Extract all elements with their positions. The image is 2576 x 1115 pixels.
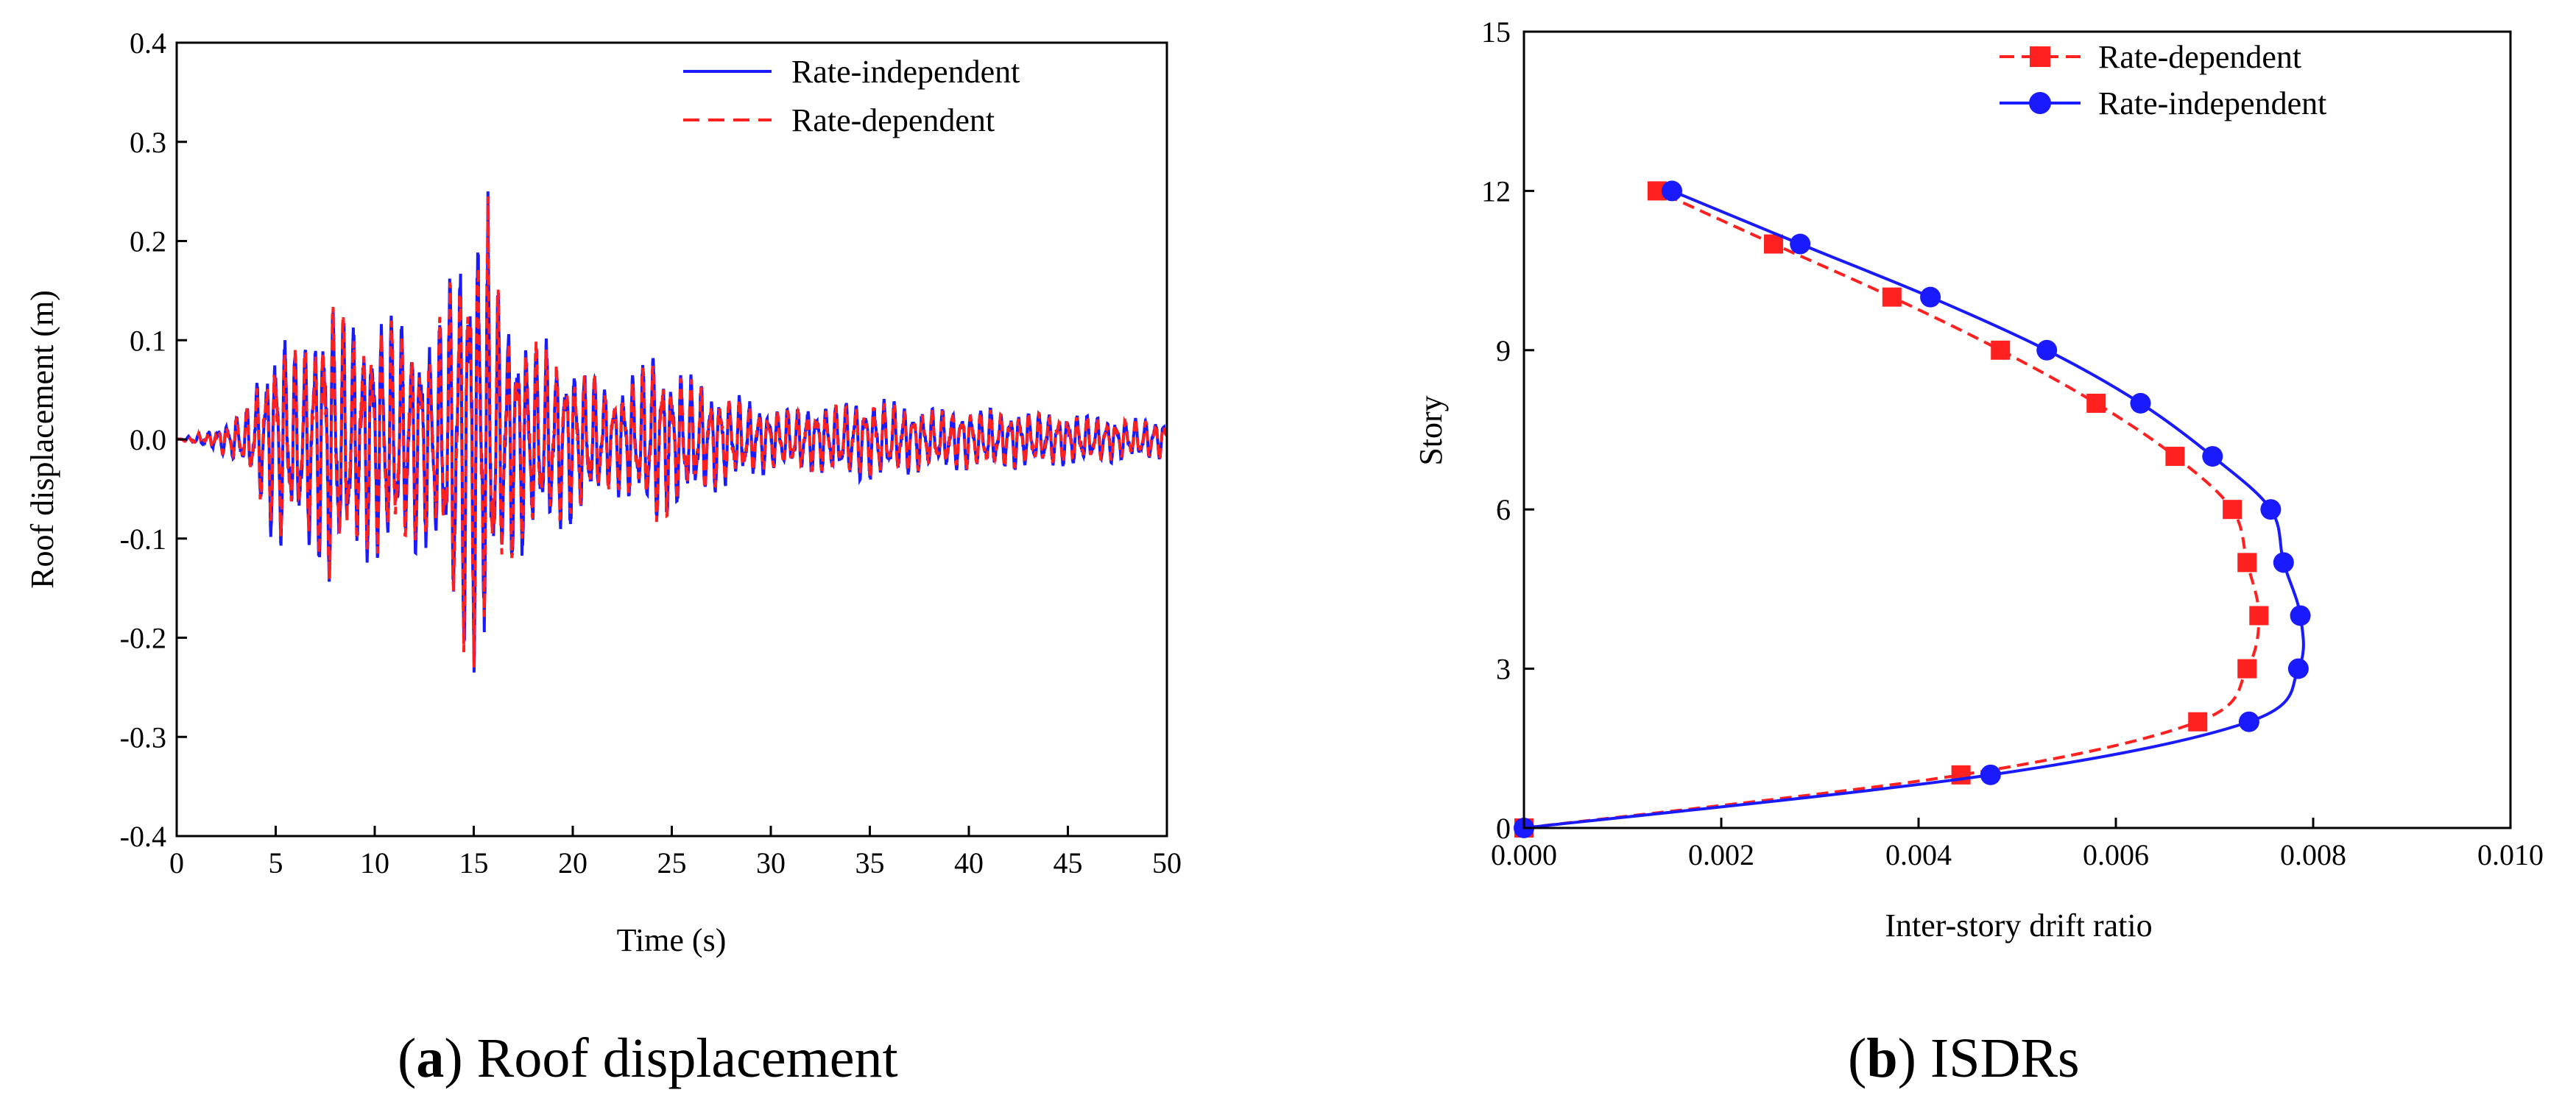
panel-b-series-group (1514, 180, 2311, 838)
panel-b-y-tick-label: 15 (1481, 15, 1511, 49)
panel-a-y-tick-label: 0.3 (130, 126, 166, 159)
panel-a-x-tick-label: 20 (558, 846, 587, 879)
caption-b: (b) ISDRs (1848, 1027, 2080, 1089)
panel-b-point-rate-dependent (1951, 765, 1971, 785)
panel-b-y-tick-label: 3 (1496, 653, 1511, 686)
panel-b-y-tick-label: 0 (1496, 812, 1511, 845)
panel-a-x-tick-label: 10 (360, 846, 389, 879)
panel-b-point-rate-independent (2238, 711, 2259, 732)
panel-b-x-axis-label: Inter-story drift ratio (1885, 907, 2152, 944)
panel-a-y-tick-label: -0.4 (120, 820, 166, 853)
panel-b-legend-marker-rate-independent (2029, 92, 2051, 114)
panel-b-point-rate-dependent (2165, 447, 2185, 467)
panel-a-ticks: 0 5 10 15 20 25 30 35 40 45 50 -0.4 -0.3 -0.2 -0.1 0.0 0… (120, 26, 1182, 879)
panel-a-y-tick-label: 0.0 (130, 423, 166, 456)
panel-a-x-tick-label: 25 (657, 846, 687, 879)
panel-b-point-rate-independent (1920, 286, 1941, 308)
panel-a-x-tick-label: 40 (954, 846, 984, 879)
panel-a-x-tick-label: 15 (459, 846, 489, 879)
panel-a-x-tick-label: 0 (169, 846, 184, 879)
panel-b-plot-frame (1522, 30, 2512, 829)
panel-a-x-tick-label: 5 (269, 846, 283, 879)
panel-a-y-axis-label: Roof displacement (m) (24, 290, 60, 589)
panel-b-point-rate-independent (2290, 605, 2311, 626)
panel-b-point-rate-dependent (1882, 287, 1902, 307)
panel-a-series-line-rate-dependent (177, 196, 1167, 668)
panel-b-y-axis-label: Story (1413, 395, 1449, 465)
panel-b-y-tick-label: 9 (1496, 334, 1511, 367)
panel-b-x-tick-label: 0.004 (1885, 838, 1952, 871)
panel-b-point-rate-dependent (2237, 659, 2257, 679)
caption-b-letter: b (1866, 1027, 1898, 1089)
panel-a-y-tick-label: -0.2 (120, 622, 166, 655)
panel-b-point-rate-dependent (2237, 553, 2257, 573)
panel-b-point-rate-dependent (2223, 500, 2242, 520)
panel-b-point-rate-independent (1980, 764, 2001, 785)
panel-a-plot-frame (175, 41, 1168, 838)
panel-a-y-tick-label: 0.2 (130, 225, 166, 258)
panel-a-x-tick-label: 45 (1054, 846, 1083, 879)
panel-a-legend-label-rate-independent: Rate-independent (791, 54, 1020, 90)
panel-b-series-line-rate-dependent (1523, 189, 2261, 829)
panel-b-point-rate-independent (2260, 499, 2282, 520)
panel-b-point-rate-dependent (1991, 340, 2011, 360)
panel-b-legend-label-rate-dependent: Rate-dependent (2098, 39, 2301, 75)
panel-a-legend: Rate-independent Rate-dependent (683, 54, 1020, 138)
panel-b-x-tick-label: 0.000 (1491, 838, 1557, 871)
panel-b-point-rate-dependent (1764, 234, 1784, 254)
panel-a-series-group (177, 191, 1167, 673)
panel-b-x-tick-label: 0.006 (2083, 838, 2149, 871)
panel-a-y-tick-label: 0.4 (130, 26, 166, 60)
panel-a-legend-label-rate-dependent: Rate-dependent (791, 102, 995, 138)
panel-b-point-rate-dependent (2188, 712, 2208, 732)
panel-b-x-tick-label: 0.008 (2280, 838, 2346, 871)
panel-b-point-rate-dependent (2086, 393, 2106, 413)
panel-b-point-rate-dependent (2249, 606, 2269, 626)
caption-a: (a) Roof displacement (398, 1027, 898, 1089)
panel-b-y-tick-label: 12 (1481, 174, 1511, 208)
caption-a-text: ) Roof displacement (444, 1027, 898, 1089)
panel-b-point-rate-independent (2273, 552, 2294, 573)
panel-b-x-tick-label: 0.010 (2477, 838, 2544, 871)
panel-a-roof-displacement-chart: 0 5 10 15 20 25 30 35 40 45 50 -0.4 -0.3 -0.2 -0.1 0.0 0… (24, 26, 1182, 958)
panel-a-x-tick-label: 50 (1152, 846, 1182, 879)
panel-b-point-rate-independent (1790, 233, 1811, 255)
panel-b-legend-label-rate-independent: Rate-independent (2098, 85, 2326, 121)
panel-a-y-tick-label: -0.3 (120, 721, 166, 754)
panel-b-legend-marker-rate-dependent (2030, 46, 2050, 67)
panel-b-y-tick-label: 6 (1496, 493, 1511, 526)
panel-a-x-tick-label: 30 (756, 846, 786, 879)
panel-b-point-rate-independent (2287, 658, 2309, 679)
panel-a-y-tick-label: -0.1 (120, 523, 166, 556)
panel-a-x-axis-label: Time (s) (617, 922, 727, 958)
panel-b-point-rate-independent (2202, 446, 2223, 467)
panel-b-ticks: 0.000 0.002 0.004 0.006 0.008 0.010 0 3 6 9 12 15 (1481, 15, 2544, 871)
panel-b-point-rate-independent (1662, 180, 1682, 202)
panel-b-series-line-rate-independent (1523, 189, 2305, 829)
panel-a-x-tick-label: 35 (855, 846, 885, 879)
panel-b-legend: Rate-dependent Rate-independent (2000, 39, 2326, 121)
panel-b-x-tick-label: 0.002 (1688, 838, 1754, 871)
panel-b-point-rate-independent (2130, 392, 2151, 414)
panel-b-isdr-chart: 0.000 0.002 0.004 0.006 0.008 0.010 0 3 6 9 12 15 I… (1413, 15, 2544, 944)
caption-b-text: ) ISDRs (1897, 1027, 2080, 1089)
caption-a-letter: a (416, 1027, 445, 1089)
panel-b-point-rate-independent (2036, 339, 2058, 361)
panel-a-y-tick-label: 0.1 (130, 324, 166, 357)
